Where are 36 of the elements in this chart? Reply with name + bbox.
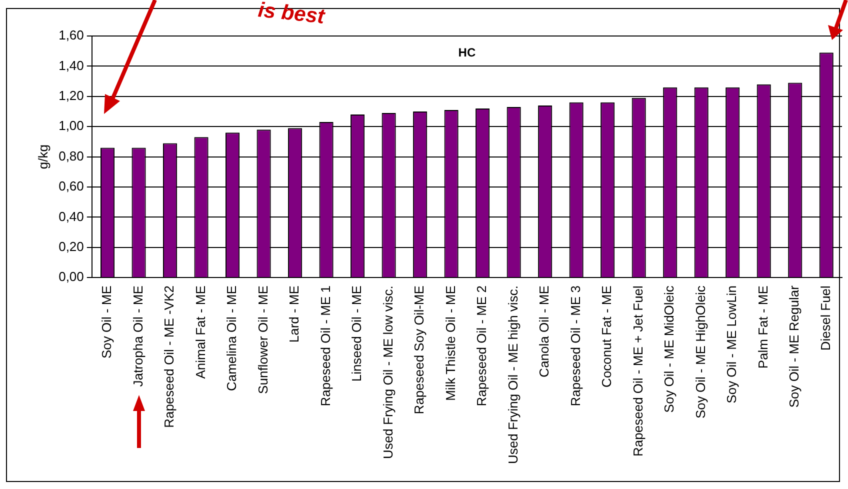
x-tick-label: Canola Oil - ME <box>536 285 552 378</box>
x-tick-label: Rapeseed Oil - ME + Jet Fuel <box>630 285 646 456</box>
x-tick-label: Used Frying Oil - ME low visc. <box>380 286 396 459</box>
y-tick-label: 0,80 <box>58 148 84 164</box>
x-tick-label: Sunflower Oil - ME <box>255 285 270 394</box>
y-tick-label: 1,00 <box>58 118 84 134</box>
x-tick-label: Rapeseed Oil - ME -VK2 <box>162 286 177 428</box>
x-tick-label: Coconut Fat - ME <box>599 285 614 388</box>
x-tick-label: Soy Oil - ME HighOleic <box>692 285 708 418</box>
y-tick-label: 0,20 <box>58 238 84 254</box>
x-tick-label: Soy Oil - ME MidOleic <box>662 285 677 413</box>
y-tick-label: 1,40 <box>58 58 84 73</box>
y-tick-label: 0,40 <box>58 208 84 224</box>
x-tick-label: Soy Oil - ME Regular <box>786 284 802 408</box>
text: HC <box>458 45 476 60</box>
x-tick-label: Soy Oil - ME <box>99 285 114 359</box>
x-tick-label: Rapeseed Oil - ME 3 <box>568 286 583 406</box>
x-tick-label: Jatropha Oil - ME <box>130 285 146 387</box>
x-tick-label: Milk Thistle Oil - ME <box>442 285 458 401</box>
x-tick-label: Rapeseed Oil - ME 2 <box>474 286 490 406</box>
x-tick-label: Rapeseed Oil - ME 1 <box>318 286 333 406</box>
text: is best <box>256 0 326 30</box>
x-tick-label: Soy Oil - ME LowLin <box>724 286 740 404</box>
y-axis-title: g/kg <box>35 144 50 170</box>
x-tick-label: Used Frying Oil - ME high visc. <box>505 286 520 464</box>
x-tick-label: Animal Fat - ME <box>192 285 208 379</box>
y-tick-label: 0,60 <box>58 178 84 194</box>
x-tick-label: Camelina Oil - ME <box>224 285 240 392</box>
x-tick-label: Diesel Fuel <box>818 285 833 351</box>
x-tick-label: Lard - ME <box>286 285 302 343</box>
x-tick-label: Linseed Oil - ME <box>349 285 364 382</box>
x-tick-label: Palm Fat - ME <box>755 285 770 369</box>
y-tick-label: 0,00 <box>58 269 84 284</box>
x-tick-label: Rapeseed Soy Oil-ME <box>412 285 427 414</box>
y-tick-label: 1,20 <box>58 88 84 103</box>
y-tick-label: 1,60 <box>58 28 84 43</box>
